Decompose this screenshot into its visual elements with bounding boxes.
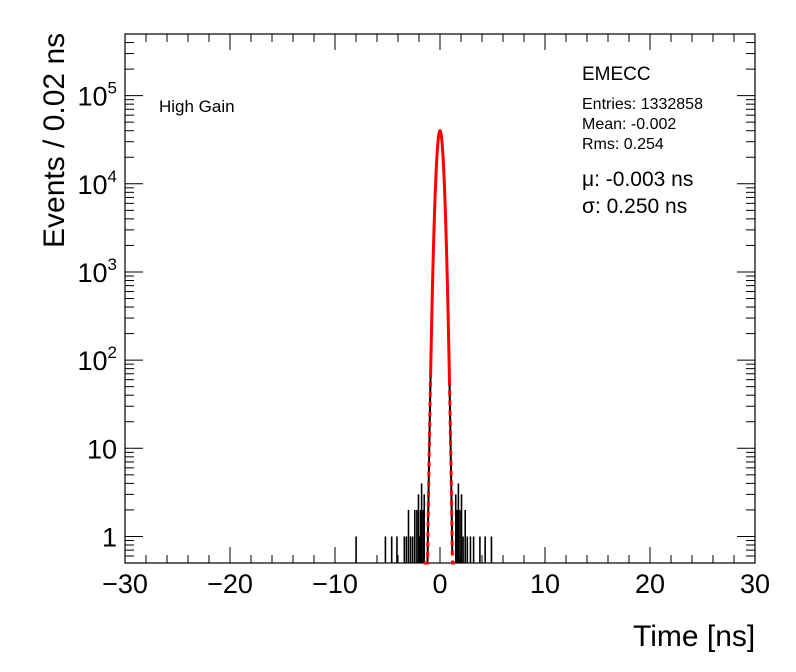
y-tick-label: 1 <box>102 522 117 552</box>
x-tick-label: 30 <box>740 569 770 599</box>
gaussian-fit-series <box>423 128 457 565</box>
y-tick-label: 104 <box>77 167 117 200</box>
stat-rms: Rms: 0.254 <box>582 136 664 153</box>
y-tick-label: 102 <box>77 343 117 376</box>
histogram-series <box>355 129 493 563</box>
region-label: EMECC <box>582 64 651 85</box>
y-tick-label: 105 <box>77 79 117 112</box>
stat-mean: Mean: -0.002 <box>582 116 677 133</box>
x-tick-label: 0 <box>432 569 447 599</box>
fit-sigma: σ: 0.250 ns <box>582 195 688 218</box>
x-tick-label: 20 <box>635 569 665 599</box>
stat-entries: Entries: 1332858 <box>582 96 703 113</box>
x-axis-ticks: −30 −20 −10 0 10 20 30 <box>102 34 770 599</box>
x-tick-label: −10 <box>312 569 358 599</box>
x-axis-title: Time [ns] <box>633 620 756 653</box>
x-tick-label: 10 <box>530 569 560 599</box>
y-axis-ticks: 1 10 102 103 104 105 <box>77 33 755 564</box>
y-tick-label: 103 <box>77 255 117 288</box>
fit-curve-dashed-left <box>423 377 433 565</box>
fit-curve-solid <box>429 128 451 381</box>
x-tick-label: −20 <box>207 569 253 599</box>
y-tick-label: 10 <box>87 434 117 464</box>
fit-mu: μ: -0.003 ns <box>582 168 694 191</box>
gain-label: High Gain <box>159 97 235 116</box>
y-axis-title: Events / 0.02 ns <box>38 32 71 248</box>
fit-curve-dashed-right <box>447 380 457 565</box>
x-tick-label: −30 <box>102 569 148 599</box>
